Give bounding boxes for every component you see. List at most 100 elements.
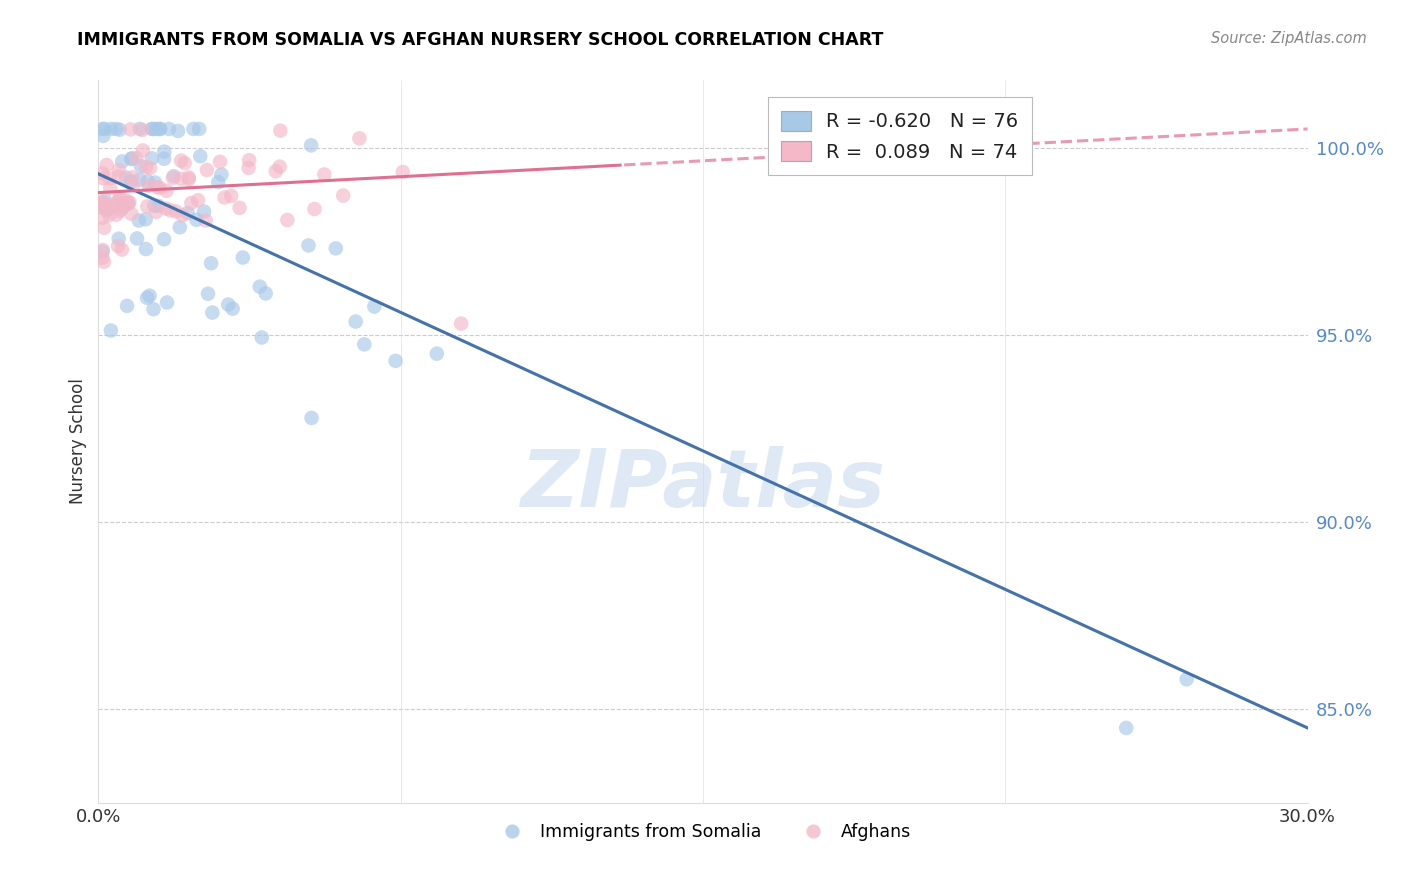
Point [197, 286, 219, 301]
Point [228, 201, 250, 215]
Point [299, 138, 322, 153]
Point [188, 122, 211, 136]
Point [136, 199, 159, 213]
Point [250, 330, 273, 344]
Point [91, 194, 114, 209]
Point [136, 291, 159, 305]
Point [103, 200, 125, 214]
Point [194, 213, 217, 227]
Point [107, 169, 129, 184]
Text: IMMIGRANTS FROM SOMALIA VS AFGHAN NURSERY SCHOOL CORRELATION CHART: IMMIGRANTS FROM SOMALIA VS AFGHAN NURSER… [77, 31, 884, 49]
Point [214, 190, 236, 204]
Point [98, 208, 121, 222]
Point [93, 220, 115, 235]
Point [108, 204, 131, 219]
Point [132, 144, 155, 158]
Point [94, 193, 117, 207]
Point [120, 122, 142, 136]
Point [115, 299, 138, 313]
Point [118, 195, 141, 210]
Point [145, 122, 167, 136]
Point [183, 122, 205, 136]
Text: Source: ZipAtlas.com: Source: ZipAtlas.com [1211, 31, 1367, 46]
Point [211, 168, 233, 182]
Point [98, 171, 121, 186]
Point [108, 193, 131, 207]
Point [384, 354, 406, 368]
Point [219, 189, 242, 203]
Point [122, 178, 145, 193]
Point [128, 173, 150, 187]
Point [91, 128, 114, 143]
Point [155, 202, 177, 216]
Point [143, 176, 166, 190]
Point [115, 170, 138, 185]
Point [142, 302, 165, 317]
Point [221, 301, 243, 316]
Point [105, 208, 128, 222]
Point [135, 212, 157, 227]
Point [349, 131, 371, 145]
Point [157, 122, 180, 136]
Point [120, 207, 142, 221]
Point [141, 122, 163, 136]
Point [108, 191, 131, 205]
Point [128, 213, 150, 227]
Point [1175, 673, 1198, 687]
Point [249, 279, 271, 293]
Point [301, 411, 323, 425]
Point [1115, 721, 1137, 735]
Point [112, 199, 135, 213]
Point [98, 181, 121, 195]
Point [195, 163, 218, 178]
Point [96, 202, 118, 217]
Point [180, 196, 202, 211]
Point [177, 172, 200, 186]
Point [269, 160, 291, 174]
Point [153, 152, 176, 166]
Point [208, 154, 231, 169]
Point [269, 123, 291, 137]
Point [111, 243, 134, 257]
Point [276, 213, 298, 227]
Point [332, 188, 354, 202]
Point [111, 154, 134, 169]
Point [153, 232, 176, 246]
Point [391, 165, 413, 179]
Point [107, 194, 129, 209]
Point [201, 305, 224, 319]
Point [232, 251, 254, 265]
Point [91, 211, 114, 225]
Point [93, 195, 115, 210]
Point [314, 168, 336, 182]
Point [93, 254, 115, 268]
Point [96, 158, 118, 172]
Point [138, 178, 160, 193]
Point [93, 122, 115, 136]
Y-axis label: Nursery School: Nursery School [69, 378, 87, 505]
Point [131, 123, 153, 137]
Point [100, 324, 122, 338]
Point [128, 122, 150, 136]
Point [143, 199, 166, 213]
Point [91, 122, 114, 136]
Point [91, 251, 114, 265]
Point [120, 152, 142, 166]
Point [91, 171, 114, 186]
Point [108, 162, 131, 177]
Point [188, 149, 211, 163]
Point [169, 220, 191, 235]
Point [105, 122, 128, 136]
Point [120, 175, 142, 189]
Point [149, 122, 172, 136]
Point [170, 153, 193, 168]
Point [186, 212, 208, 227]
Point [177, 170, 200, 185]
Point [304, 202, 326, 216]
Point [156, 295, 179, 310]
Point [167, 124, 190, 138]
Point [155, 184, 177, 198]
Point [325, 241, 347, 255]
Point [135, 242, 157, 256]
Point [163, 169, 186, 183]
